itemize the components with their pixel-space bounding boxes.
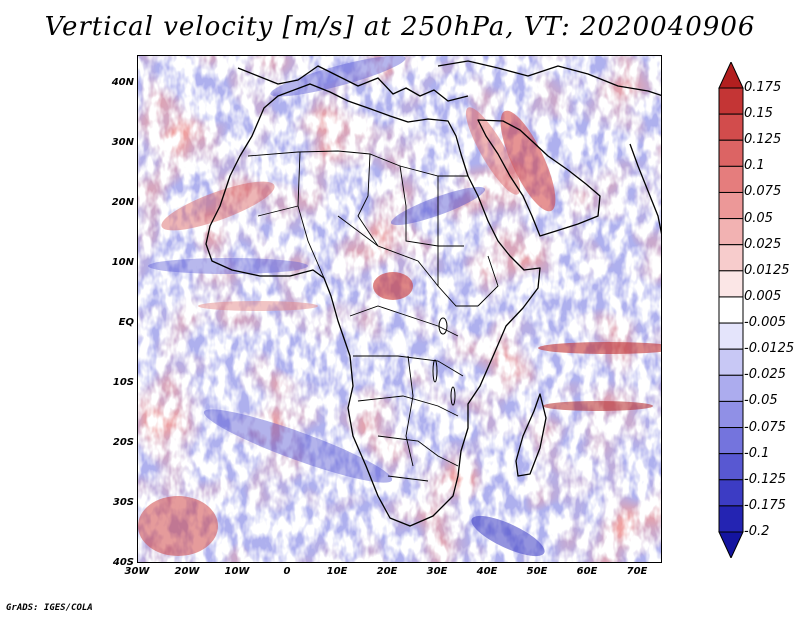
colorbar-segment xyxy=(718,400,744,429)
arabia-coastline xyxy=(477,119,601,237)
stripe-features xyxy=(138,56,661,557)
lat-label-40s: 40S xyxy=(112,557,134,568)
lon-label-60e: 60E xyxy=(576,566,598,577)
lon-label-10w: 10W xyxy=(224,566,250,577)
colorbar-segment xyxy=(718,87,744,115)
colorbar-segment xyxy=(718,270,744,298)
colorbar-level-label: -0.05 xyxy=(744,393,778,409)
madagascar-coastline xyxy=(515,393,547,477)
colorbar-level-label: 0.075 xyxy=(744,184,782,200)
colorbar xyxy=(718,62,744,558)
grads-credit: GrADS: IGES/COLA xyxy=(6,603,93,613)
colorbar-segment xyxy=(718,139,744,167)
lakes xyxy=(432,317,456,406)
velocity-field xyxy=(138,56,661,562)
colorbar-level-label: -0.075 xyxy=(744,419,786,435)
africa-coastline xyxy=(205,83,541,527)
lon-label-70e: 70E xyxy=(626,566,648,577)
colorbar-bottom-arrow xyxy=(718,531,744,558)
lon-label-20e: 20E xyxy=(376,566,398,577)
colorbar-level-label: 0.15 xyxy=(744,106,773,122)
coastlines xyxy=(205,60,661,527)
colorbar-segment xyxy=(718,218,744,246)
lon-label-20w: 20W xyxy=(174,566,200,577)
colorbar-level-label: 0.005 xyxy=(744,288,782,304)
colorbar-level-label: 0.025 xyxy=(744,236,782,252)
lon-label-40e: 40E xyxy=(476,566,498,577)
colorbar-segment xyxy=(718,479,744,507)
lat-label-20n: 20N xyxy=(111,197,134,208)
lat-label-10n: 10N xyxy=(111,257,134,268)
colorbar-segment xyxy=(718,296,744,324)
colorbar-level-label: -0.1 xyxy=(744,445,770,461)
colorbar-segment xyxy=(718,427,744,455)
chart-title: Vertical velocity [m/s] at 250hPa, VT: 2… xyxy=(44,12,756,42)
country-borders xyxy=(247,150,499,482)
lat-label-eq: EQ xyxy=(118,317,134,328)
asia-coastline xyxy=(437,60,661,97)
colorbar-segment xyxy=(718,453,744,481)
colorbar-level-label: 0.125 xyxy=(744,132,782,148)
colorbar-level-label: 0.1 xyxy=(744,158,765,174)
lon-label-0: 0 xyxy=(283,566,291,577)
colorbar-segment xyxy=(718,374,744,402)
colorbar-level-label: -0.175 xyxy=(744,497,786,513)
colorbar-segment xyxy=(718,165,744,193)
colorbar-segment xyxy=(718,348,744,376)
lat-label-30n: 30N xyxy=(111,137,134,148)
colorbar-level-label: -0.0125 xyxy=(744,341,795,357)
lon-label-50e: 50E xyxy=(526,566,548,577)
colorbar-level-label: -0.2 xyxy=(744,524,770,539)
colorbar-level-label: -0.005 xyxy=(744,315,786,331)
colorbar-segment xyxy=(718,244,744,272)
map-plot-area xyxy=(137,55,662,563)
india-coastline xyxy=(629,143,661,235)
colorbar-segment xyxy=(718,113,744,141)
colorbar-segment xyxy=(718,191,744,220)
lon-label-30e: 30E xyxy=(426,566,448,577)
colorbar-top-arrow xyxy=(718,62,744,89)
lat-label-30s: 30S xyxy=(112,497,134,508)
lon-label-30w: 30W xyxy=(124,566,150,577)
lon-label-10e: 10E xyxy=(326,566,348,577)
colorbar-level-label: -0.125 xyxy=(744,471,786,487)
lat-label-20s: 20S xyxy=(112,437,134,448)
lat-label-40n: 40N xyxy=(111,77,134,88)
lat-label-10s: 10S xyxy=(112,377,134,388)
colorbar-level-label: 0.175 xyxy=(744,80,782,95)
colorbar-segment xyxy=(718,322,744,350)
colorbar-level-label: 0.0125 xyxy=(744,262,790,278)
colorbar-level-label: 0.05 xyxy=(744,210,773,226)
colorbar-segment xyxy=(718,505,744,533)
colorbar-level-label: -0.025 xyxy=(744,367,786,383)
europe-coastline xyxy=(237,65,469,102)
